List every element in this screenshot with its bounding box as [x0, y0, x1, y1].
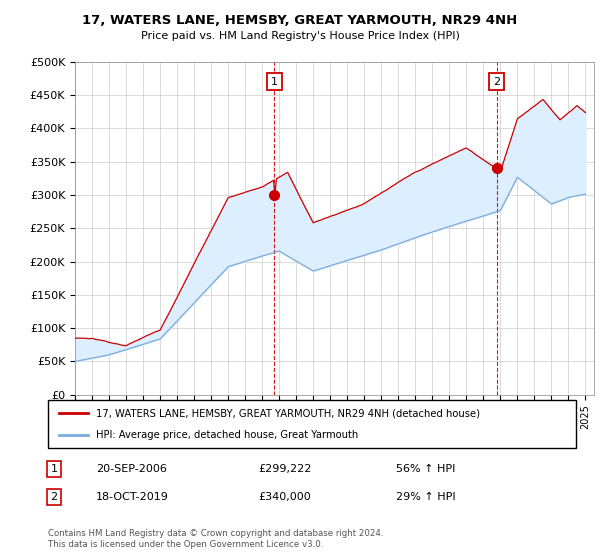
- Text: 2: 2: [50, 492, 58, 502]
- Text: £299,222: £299,222: [258, 464, 311, 474]
- Text: 20-SEP-2006: 20-SEP-2006: [96, 464, 167, 474]
- Text: HPI: Average price, detached house, Great Yarmouth: HPI: Average price, detached house, Grea…: [95, 430, 358, 440]
- Text: 29% ↑ HPI: 29% ↑ HPI: [396, 492, 455, 502]
- Text: 18-OCT-2019: 18-OCT-2019: [96, 492, 169, 502]
- Text: 17, WATERS LANE, HEMSBY, GREAT YARMOUTH, NR29 4NH (detached house): 17, WATERS LANE, HEMSBY, GREAT YARMOUTH,…: [95, 408, 479, 418]
- Text: 1: 1: [271, 77, 278, 87]
- Text: 1: 1: [50, 464, 58, 474]
- Text: 56% ↑ HPI: 56% ↑ HPI: [396, 464, 455, 474]
- Text: 2: 2: [493, 77, 500, 87]
- Text: £340,000: £340,000: [258, 492, 311, 502]
- Text: 17, WATERS LANE, HEMSBY, GREAT YARMOUTH, NR29 4NH: 17, WATERS LANE, HEMSBY, GREAT YARMOUTH,…: [82, 14, 518, 27]
- Text: Price paid vs. HM Land Registry's House Price Index (HPI): Price paid vs. HM Land Registry's House …: [140, 31, 460, 41]
- FancyBboxPatch shape: [48, 400, 576, 448]
- Text: Contains HM Land Registry data © Crown copyright and database right 2024.
This d: Contains HM Land Registry data © Crown c…: [48, 529, 383, 549]
